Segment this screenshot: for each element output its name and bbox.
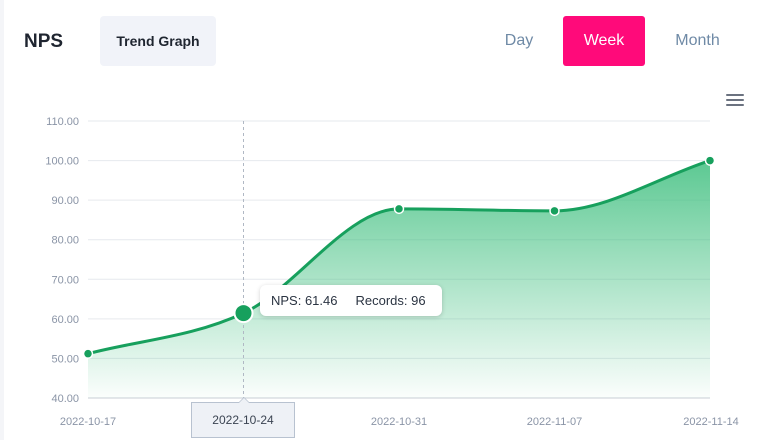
- x-tick-label: 2022-10-17: [60, 416, 116, 428]
- y-tick-label: 100.00: [45, 156, 79, 168]
- y-tick-label: 40.00: [51, 393, 79, 405]
- page-title: NPS: [24, 31, 64, 52]
- data-point[interactable]: [704, 155, 716, 166]
- data-point[interactable]: [549, 205, 560, 217]
- y-tick-label: 70.00: [51, 274, 79, 286]
- x-tick-label: 2022-11-07: [527, 416, 582, 428]
- y-tick-label: 110.00: [46, 116, 79, 128]
- menu-icon-bar: [726, 99, 744, 101]
- hamburger-icon[interactable]: [726, 94, 744, 108]
- x-axis-highlight-label: 2022-10-24: [191, 397, 295, 438]
- data-tooltip: NPS: 61.46 Records: 96: [260, 285, 442, 316]
- data-point[interactable]: [393, 203, 405, 215]
- tooltip-nps-value: NPS: 61.46: [271, 293, 338, 308]
- data-point[interactable]: [82, 348, 94, 359]
- page-left-border: [0, 0, 4, 440]
- data-point[interactable]: [233, 303, 254, 324]
- tooltip-records-value: Records: 96: [355, 293, 426, 308]
- range-month-button[interactable]: Month: [675, 32, 720, 49]
- trend-graph-button[interactable]: Trend Graph: [100, 16, 216, 66]
- menu-icon-bar: [726, 94, 744, 96]
- y-tick-label: 80.00: [51, 235, 79, 247]
- y-tick-label: 50.00: [51, 353, 79, 365]
- menu-icon-bar: [726, 104, 744, 106]
- y-tick-label: 60.00: [51, 314, 79, 326]
- range-day-button[interactable]: Day: [504, 32, 534, 49]
- x-tick-label: 2022-10-31: [371, 416, 427, 428]
- x-tick-label: 2022-11-14: [683, 416, 738, 428]
- y-tick-label: 90.00: [51, 195, 79, 207]
- range-week-button[interactable]: Week: [563, 16, 645, 66]
